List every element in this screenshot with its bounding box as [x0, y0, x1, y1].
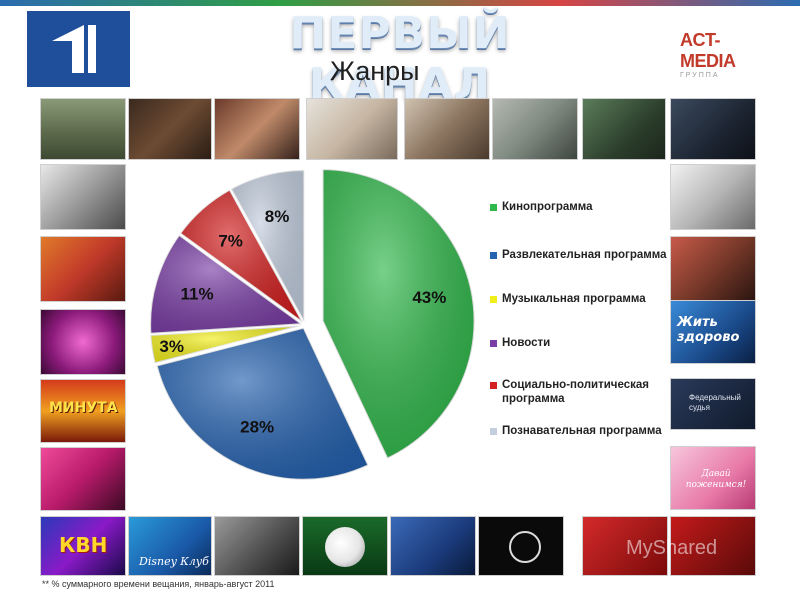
legend-label-0: Кинопрограмма	[502, 201, 593, 213]
legend-label-3: Новости	[502, 337, 551, 349]
pie-label-4: 7%	[218, 232, 243, 251]
thumbnail-zhit-zdorovo-label: Жить здорово	[677, 315, 740, 345]
page-subtitle: Жанры	[330, 56, 420, 86]
thumbnail-disney-club: Disney Клуб	[128, 516, 212, 576]
football-icon	[325, 527, 365, 567]
thumbnail-dance-show	[40, 236, 126, 302]
legend-swatch-0	[490, 204, 497, 211]
thumbnail-minuta: МИНУТА	[40, 379, 126, 443]
thumbnail-man-green	[582, 98, 666, 160]
thumbnail-man-glasses	[404, 98, 490, 160]
thumbnail-minuta-label: МИНУТА	[49, 400, 118, 416]
thumbnail-davai-pozhenimsya-label: Давай поженимся!	[685, 469, 747, 490]
thumbnail-vintage-film	[40, 164, 126, 230]
legend-swatch-2	[490, 296, 497, 303]
pie-slice-shade-4	[180, 189, 304, 323]
thumbnail-elderly-couple	[670, 236, 756, 302]
thumbnail-drama-couple	[214, 98, 300, 160]
thumbnail-red-interview	[582, 516, 668, 576]
thumbnail-columns	[670, 164, 756, 230]
pie-slice-shade-2	[150, 325, 303, 364]
pie-label-2: 3%	[159, 337, 184, 356]
pie-label-3: 11%	[180, 285, 213, 304]
thumbnail-pirate	[128, 98, 212, 160]
thumbnail-city-ruins	[214, 516, 300, 576]
thumbnail-federal-judge-label: Федеральный судья	[689, 393, 741, 412]
thumbnail-zhit-zdorovo: Жить здорово	[670, 300, 756, 364]
legend-swatch-5	[490, 428, 497, 435]
act-media-logo: ACT-MEDIA ГРУППА	[680, 30, 775, 79]
clock-icon	[509, 531, 541, 563]
thumbnail-detectives	[670, 98, 756, 160]
legend-swatch-4	[490, 382, 497, 389]
thumbnail-office-scene	[492, 98, 578, 160]
thumbnail-quiz-show	[40, 309, 126, 375]
top-accent-bar	[0, 0, 800, 6]
act-media-logo-subtext: ГРУППА	[680, 72, 720, 79]
pie-slice-shade-5	[231, 170, 305, 323]
thumbnail-kvn-label: КВН	[59, 533, 108, 557]
thumbnail-man-smiling	[306, 98, 398, 160]
footnote: ** % суммарного времени вещания, январь-…	[42, 579, 275, 589]
legend-label-4: Социально-политическая программа	[502, 379, 649, 405]
thumbnail-disney-club-label: Disney Клуб	[139, 555, 209, 568]
channel-one-logo	[27, 11, 130, 87]
thumbnail-soldiers	[40, 98, 126, 160]
thumbnail-football	[302, 516, 388, 576]
pie-slice-shade-0	[322, 169, 475, 459]
pie-label-1: 28%	[240, 418, 274, 437]
legend-label-2: Музыкальная программа	[502, 293, 646, 305]
legend-swatch-1	[490, 252, 497, 259]
thumbnail-red-speaker	[670, 516, 756, 576]
legend-swatch-3	[490, 340, 497, 347]
watermark: MyShared	[626, 537, 718, 559]
legend-label-5: Познавательная программа	[502, 425, 662, 437]
channel-one-logo-icon	[51, 25, 96, 73]
pie-label-5: 8%	[265, 207, 290, 226]
thumbnail-kvn: КВН	[40, 516, 126, 576]
act-media-logo-text: ACT-MEDIA	[680, 30, 736, 71]
legend-label-1: Развлекательная программа	[502, 249, 667, 261]
pie-label-0: 43%	[412, 288, 446, 307]
thumbnail-comedy	[40, 447, 126, 511]
thumbnail-news-anchor	[390, 516, 476, 576]
pie-slice-shade-1	[156, 327, 369, 480]
pie-slice-shade-3	[150, 234, 303, 334]
thumbnail-clock	[478, 516, 564, 576]
thumbnail-davai-pozhenimsya: Давай поженимся!	[670, 446, 756, 510]
thumbnail-federal-judge: Федеральный судья	[670, 378, 756, 430]
